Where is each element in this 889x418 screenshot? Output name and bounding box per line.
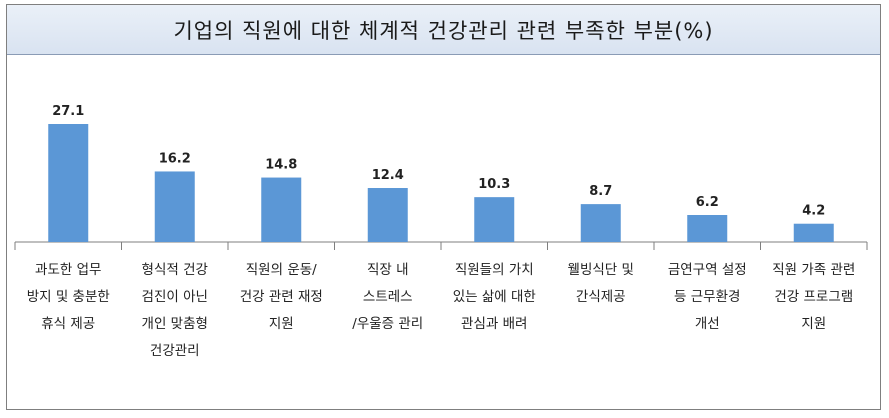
bar [154,171,195,242]
category-label-line: 개선 [694,316,720,332]
category-label-line: 직원의 운동/ [245,262,317,278]
category-label-line: 관심과 배려 [461,316,528,332]
category-label-line: 과도한 업무 [35,262,102,278]
data-label: 14.8 [265,158,297,173]
data-label: 16.2 [159,151,191,166]
category-label-line: 등 근무환경 [674,289,741,305]
data-label: 10.3 [478,177,510,192]
chart-title: 기업의 직원에 대한 체계적 건강관리 관련 부족한 부분(%) [173,18,714,43]
bar [48,124,89,242]
bar [474,197,515,242]
bar [261,177,302,242]
category-label-line: 웰빙식단 및 [567,262,634,278]
category-label-line: 직원들의 가치 [454,262,534,278]
bar [793,223,834,242]
category-label-line: 지원 [268,316,294,332]
category-label-line: 건강관리 [149,343,200,359]
category-label-line: 직장 내 [366,262,409,278]
data-label: 8.7 [589,184,612,199]
data-label: 12.4 [372,168,404,183]
bar [580,204,621,242]
bar [687,215,728,242]
category-label-line: 개인 맞춤형 [141,316,208,332]
bar-chart: 27.1 16.2 14.8 12.4 10.3 8.7 6.2 4.2 [14,104,868,250]
chart-frame: 기업의 직원에 대한 체계적 건강관리 관련 부족한 부분(%) 27.1 16.… [6,4,881,410]
category-label-line: 간식제공 [575,289,626,305]
category-label-line: 있는 삶에 대한 [452,289,536,305]
category-label-line: 직원 가족 관련 [772,262,856,278]
category-label-line: 건강 프로그램 [774,289,854,305]
category-label-line: 건강 관련 재정 [239,289,323,305]
data-label: 6.2 [696,195,719,210]
category-label-line: 스트레스 [362,289,413,305]
category-label-line: 휴식 제공 [41,316,96,332]
title-bar: 기업의 직원에 대한 체계적 건강관리 관련 부족한 부분(%) [7,5,880,55]
bar [367,188,408,242]
category-label-line: 형식적 건강 [141,262,208,278]
category-label-line: 금연구역 설정 [667,262,747,278]
data-label: 4.2 [802,204,825,219]
data-label: 27.1 [52,104,84,119]
category-label-line: 검진이 아닌 [141,289,208,305]
category-label-line: 방지 및 충분한 [26,289,110,305]
category-label-line: /우울증 관리 [352,316,424,332]
category-label-line: 지원 [801,316,827,332]
